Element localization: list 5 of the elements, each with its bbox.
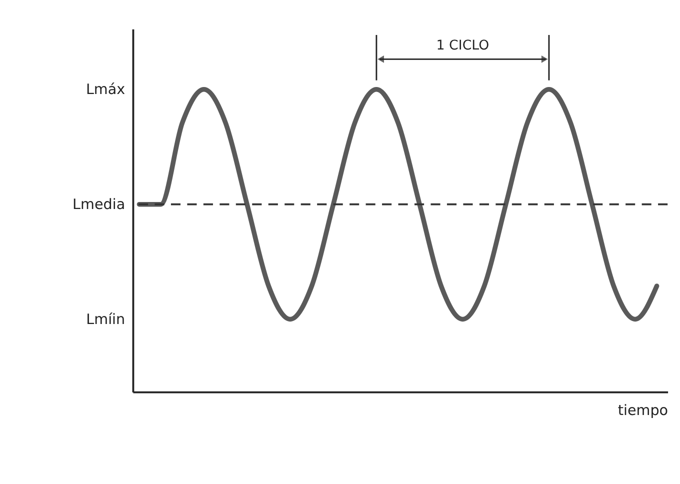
text: Lmedia [72,197,126,214]
text: Lmíin [86,312,126,328]
x-axis-title: tiempo [618,403,668,420]
text: 1 CICLO [436,38,490,54]
text: Lmáx [86,82,126,98]
